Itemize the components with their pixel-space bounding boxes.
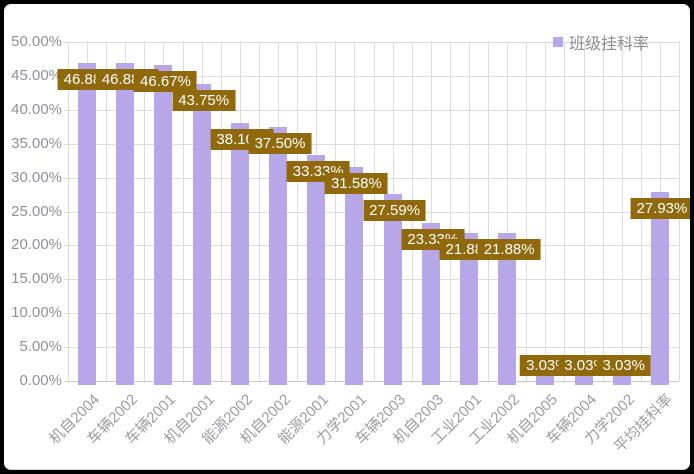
gridline-vertical bbox=[526, 42, 528, 381]
bar-机自2001 bbox=[192, 84, 211, 385]
y-tick-label: 10.00% bbox=[11, 304, 62, 322]
bar-工业2002 bbox=[498, 232, 517, 385]
legend-label: 班级挂科率 bbox=[569, 36, 650, 53]
data-label: 3.03% bbox=[596, 355, 651, 376]
bar-能源2002 bbox=[230, 122, 249, 385]
bar-工业2001 bbox=[459, 232, 478, 385]
y-tickmark bbox=[64, 109, 68, 111]
y-tickmark bbox=[64, 42, 68, 43]
gridline-vertical bbox=[430, 42, 432, 381]
y-tickmark bbox=[64, 381, 68, 382]
y-tick-label: 35.00% bbox=[11, 134, 62, 152]
bar-机自2003 bbox=[421, 222, 440, 385]
x-axis-line bbox=[68, 381, 679, 382]
data-label: 27.59% bbox=[363, 199, 427, 221]
gridline-vertical bbox=[144, 42, 146, 381]
y-tick-label: 0.00% bbox=[19, 372, 62, 389]
legend-swatch-icon bbox=[553, 37, 563, 47]
y-tick-label: 25.00% bbox=[11, 202, 62, 220]
bar-能源2001 bbox=[307, 155, 326, 385]
gridline-vertical bbox=[488, 42, 490, 381]
gridline-vertical bbox=[507, 42, 509, 381]
data-label: 27.93% bbox=[630, 197, 690, 219]
data-label: 31.58% bbox=[324, 172, 388, 194]
data-label: 37.50% bbox=[248, 132, 312, 154]
gridline-vertical bbox=[564, 42, 566, 381]
bar-车辆2003 bbox=[383, 193, 402, 385]
y-tick-label: 50.00% bbox=[11, 33, 62, 50]
y-tickmark bbox=[64, 177, 68, 179]
bar-车辆2001 bbox=[154, 64, 173, 385]
data-label: 46.67% bbox=[134, 70, 197, 92]
gridline-vertical bbox=[545, 42, 547, 381]
gridline-vertical bbox=[258, 42, 260, 381]
gridline-vertical bbox=[621, 42, 623, 381]
y-tickmark bbox=[64, 279, 68, 281]
data-label: 43.75% bbox=[172, 90, 236, 112]
legend: 班级挂科率 bbox=[553, 30, 649, 54]
data-label: 21.88% bbox=[477, 238, 541, 260]
y-tickmark bbox=[64, 313, 68, 315]
y-tick-label: 5.00% bbox=[19, 338, 62, 356]
y-tickmark bbox=[64, 245, 68, 247]
gridline-vertical bbox=[68, 42, 69, 381]
y-tick-label: 40.00% bbox=[11, 100, 62, 118]
fail-rate-bar-chart: 50.00% 45.00% 40.00% 35.00% 30.00% 25.00% 20.0… bbox=[4, 4, 690, 470]
gridline-vertical bbox=[468, 42, 470, 381]
y-tickmark bbox=[64, 143, 68, 145]
bar-力学2001 bbox=[345, 166, 364, 385]
bar-机自2002 bbox=[269, 126, 288, 385]
bar-车辆2002 bbox=[116, 63, 135, 385]
y-tickmark bbox=[64, 211, 68, 213]
gridline-vertical bbox=[449, 42, 451, 381]
y-tickmark bbox=[64, 347, 68, 349]
gridline-vertical bbox=[602, 42, 604, 381]
y-tick-label: 20.00% bbox=[11, 236, 62, 254]
y-tick-label: 15.00% bbox=[11, 270, 62, 288]
gridline-vertical bbox=[297, 42, 299, 381]
bar-机自2004 bbox=[78, 63, 97, 385]
y-tick-label: 45.00% bbox=[11, 66, 62, 84]
y-tick-label: 30.00% bbox=[11, 168, 62, 186]
bar-平均挂科率 bbox=[650, 191, 669, 385]
gridline-vertical bbox=[335, 42, 337, 381]
gridline-vertical bbox=[583, 42, 585, 381]
gridline-vertical bbox=[106, 42, 108, 381]
gridline-vertical bbox=[220, 42, 222, 381]
gridline-vertical bbox=[182, 42, 184, 381]
